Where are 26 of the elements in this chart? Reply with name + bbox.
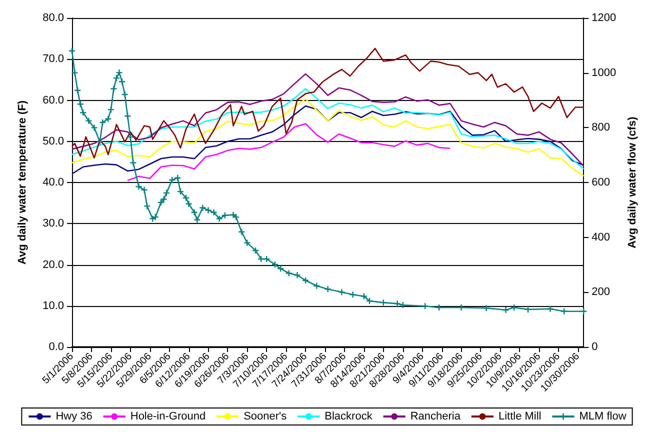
y-tick-label: 50.0 — [42, 135, 64, 148]
legend-label: Blackrock — [324, 410, 373, 422]
y2-tick-label: 800 — [592, 122, 610, 134]
legend-label: MLM flow — [579, 410, 626, 422]
y-axis-title: Avg daily water temperature (F) — [16, 100, 28, 265]
legend-label: Little Mill — [498, 410, 542, 422]
y2-tick-label: 1000 — [592, 66, 616, 79]
y-tick-label: 10.0 — [42, 300, 64, 312]
y2-tick-label: 0 — [592, 341, 598, 353]
y2-axis-title: Avg daily water flow (cfs) — [626, 116, 638, 248]
y-tick-label: 30.0 — [42, 218, 64, 230]
y-tick-label: 60.0 — [42, 94, 64, 106]
y-tick-label: 70.0 — [42, 53, 64, 66]
legend-label: Rancheria — [410, 410, 462, 422]
y-tick-label: 40.0 — [42, 176, 64, 188]
legend-label: Hwy 36 — [56, 410, 92, 422]
y2-tick-label: 600 — [592, 176, 610, 188]
y2-tick-label: 1200 — [592, 12, 616, 24]
legend-label: Hole-in-Ground — [130, 410, 206, 422]
y2-tick-label: 400 — [592, 231, 610, 244]
y2-tick-label: 200 — [592, 286, 610, 298]
y-tick-label: 0.0 — [48, 341, 64, 353]
legend-label: Sooner's — [244, 410, 288, 422]
y-tick-label: 20.0 — [42, 258, 64, 271]
line-series — [126, 123, 451, 182]
y-tick-label: 80.0 — [42, 12, 64, 24]
